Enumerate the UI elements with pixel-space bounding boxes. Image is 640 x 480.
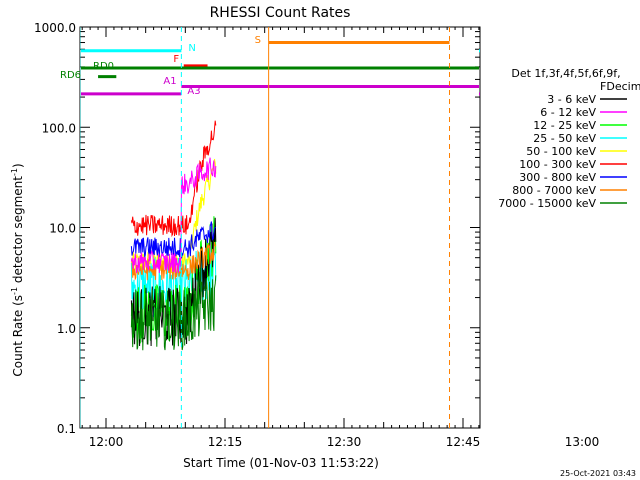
annotation-label-rd6: RD6 xyxy=(60,70,81,81)
y-tick-label: 0.1 xyxy=(57,422,76,436)
legend-entry-label: 25 - 50 keV xyxy=(533,132,596,145)
legend-entry-label: 50 - 100 keV xyxy=(526,145,596,158)
x-tick-label: 12:45 xyxy=(446,435,481,449)
x-tick-label: 12:00 xyxy=(89,435,124,449)
y-axis-label-end: ) xyxy=(11,163,25,168)
y-axis-label-main: Count Rate (s xyxy=(11,295,25,377)
y-tick-label: 100.0 xyxy=(42,121,76,135)
y-axis-label-sup1: -1 xyxy=(10,287,19,295)
legend: Det 1f,3f,4f,5f,6f,9f,FDecim 1 3 - 6 keV6… xyxy=(498,67,640,210)
legend-title-line: FDecim 1 xyxy=(600,80,640,93)
annotation-label-f: F xyxy=(173,54,179,65)
chart-title: RHESSI Count Rates xyxy=(210,5,351,21)
legend-entry-label: 12 - 25 keV xyxy=(533,119,596,132)
data-lines xyxy=(80,27,640,428)
series-line-post xyxy=(493,272,640,356)
y-axis-label: Count Rate (s-1 detector segment-1) xyxy=(10,163,25,376)
y-axis-label-mid: detector segment xyxy=(11,176,25,287)
y-tick-label: 10.0 xyxy=(49,222,76,236)
plot-area: 0.1 1.0 10.0 100.0 1000.0 12:00 12:15 12:30 12:4… xyxy=(34,21,640,449)
series-line-post xyxy=(493,238,640,320)
annotation-label-a1: A1 xyxy=(163,76,176,87)
annotation-label-s: S xyxy=(255,35,261,46)
legend-entry-label: 100 - 300 keV xyxy=(519,158,596,171)
series-line-pre xyxy=(130,120,217,238)
series-line-post xyxy=(493,204,640,250)
series-line-pre xyxy=(130,157,217,274)
legend-entry-label: 7000 - 15000 keV xyxy=(498,197,596,210)
series-line-pre xyxy=(130,275,217,351)
x-tick-label: 13:00 xyxy=(565,435,600,449)
series-line-post xyxy=(493,256,640,339)
legend-title-line: Det 1f,3f,4f,5f,6f,9f, xyxy=(511,67,620,80)
annotation-label-a3: A3 xyxy=(187,86,200,97)
annotation-label-rd0: RD0 xyxy=(93,61,114,72)
svg-text:Count Rate (s-1 detector segme: Count Rate (s-1 detector segment-1) xyxy=(10,163,25,376)
y-axis-label-sup2: -1 xyxy=(10,168,19,176)
legend-entry-label: 3 - 6 keV xyxy=(547,93,596,106)
footer-timestamp: 25-Oct-2021 03:43 xyxy=(560,469,636,478)
series-line-post xyxy=(493,278,640,366)
legend-entry-label: 300 - 800 keV xyxy=(519,171,596,184)
legend-entry-label: 6 - 12 keV xyxy=(540,106,596,119)
x-tick-label: 12:30 xyxy=(327,435,362,449)
annotation-label-n: N xyxy=(188,43,195,54)
x-tick-label: 12:15 xyxy=(208,435,243,449)
series-line-post xyxy=(493,210,640,256)
y-tick-label: 1000.0 xyxy=(34,21,76,35)
series-line-post xyxy=(493,210,640,263)
y-tick-label: 1.0 xyxy=(57,322,76,336)
legend-entry-label: 800 - 7000 keV xyxy=(512,184,596,197)
x-axis-label: Start Time (01-Nov-03 11:53:22) xyxy=(183,456,379,470)
